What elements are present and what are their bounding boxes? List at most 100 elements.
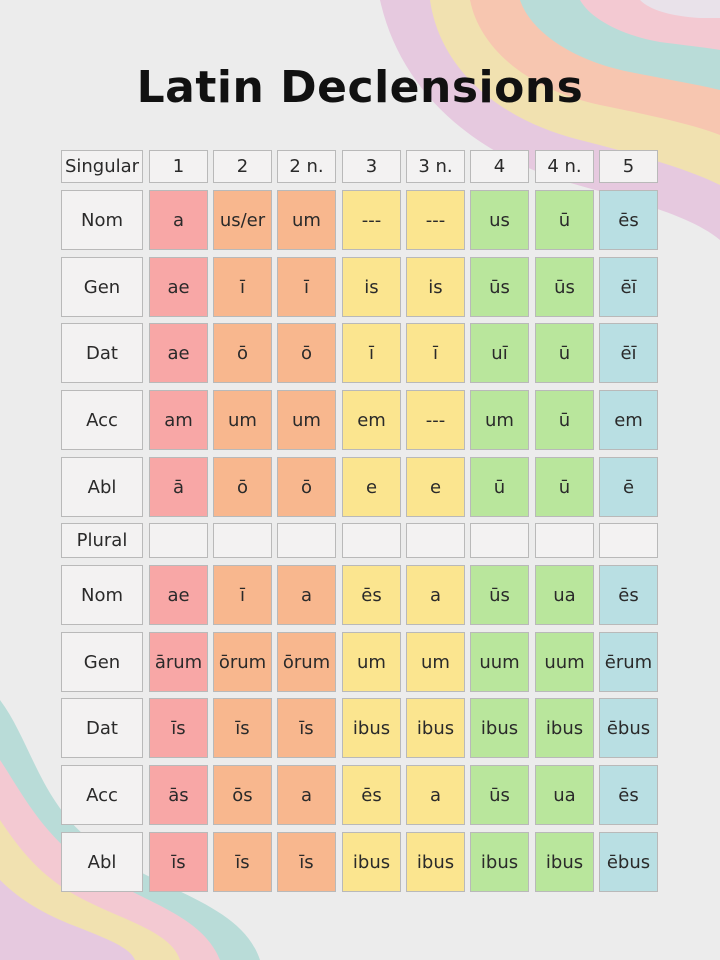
- ending-cell: ūs: [470, 565, 529, 625]
- ending-cell: ---: [406, 390, 465, 450]
- ending-cell: ibus: [406, 698, 465, 758]
- column-header: 3 n.: [406, 150, 465, 183]
- ending-cell: ēbus: [599, 832, 658, 892]
- column-header: 4: [470, 150, 529, 183]
- case-label: Acc: [61, 390, 143, 450]
- ending-cell: ī: [277, 257, 336, 317]
- ending-cell: ae: [149, 257, 208, 317]
- ending-cell: ibus: [406, 832, 465, 892]
- ending-cell: ō: [277, 457, 336, 517]
- case-label: Nom: [61, 565, 143, 625]
- ending-cell: ārum: [149, 632, 208, 692]
- empty-header-cell: [599, 523, 658, 558]
- ending-cell: ibus: [470, 832, 529, 892]
- ending-cell: ēs: [342, 565, 401, 625]
- ending-cell: e: [342, 457, 401, 517]
- ending-cell: ibus: [535, 832, 594, 892]
- ending-cell: ēī: [599, 323, 658, 383]
- ending-cell: uum: [535, 632, 594, 692]
- ending-cell: e: [406, 457, 465, 517]
- ending-cell: ua: [535, 765, 594, 825]
- ending-cell: ēbus: [599, 698, 658, 758]
- case-label: Acc: [61, 765, 143, 825]
- ending-cell: us/er: [213, 190, 272, 250]
- case-label: Dat: [61, 323, 143, 383]
- ending-cell: ēs: [599, 190, 658, 250]
- ending-cell: īs: [213, 698, 272, 758]
- ending-cell: īs: [149, 832, 208, 892]
- ending-cell: īs: [277, 698, 336, 758]
- ending-cell: ā: [149, 457, 208, 517]
- ending-cell: ē: [599, 457, 658, 517]
- column-header: 2: [213, 150, 272, 183]
- ending-cell: um: [470, 390, 529, 450]
- ending-cell: ērum: [599, 632, 658, 692]
- ending-cell: ās: [149, 765, 208, 825]
- ending-cell: ibus: [342, 832, 401, 892]
- page-title: Latin Declensions: [136, 62, 584, 113]
- ending-cell: is: [406, 257, 465, 317]
- empty-header-cell: [213, 523, 272, 558]
- ending-cell: ēs: [599, 565, 658, 625]
- ending-cell: ibus: [342, 698, 401, 758]
- ending-cell: ū: [535, 390, 594, 450]
- ending-cell: ī: [213, 565, 272, 625]
- ending-cell: ---: [406, 190, 465, 250]
- ending-cell: uī: [470, 323, 529, 383]
- singular-header: Singular: [61, 150, 143, 183]
- case-label: Abl: [61, 457, 143, 517]
- ending-cell: ēī: [599, 257, 658, 317]
- case-label: Gen: [61, 257, 143, 317]
- ending-cell: us: [470, 190, 529, 250]
- ending-cell: is: [342, 257, 401, 317]
- ending-cell: ōrum: [277, 632, 336, 692]
- ending-cell: ---: [342, 190, 401, 250]
- case-label: Gen: [61, 632, 143, 692]
- ending-cell: a: [406, 765, 465, 825]
- column-header: 1: [149, 150, 208, 183]
- ending-cell: ū: [470, 457, 529, 517]
- ending-cell: um: [277, 390, 336, 450]
- ending-cell: ī: [406, 323, 465, 383]
- ending-cell: īs: [277, 832, 336, 892]
- ending-cell: īs: [149, 698, 208, 758]
- ending-cell: ēs: [599, 765, 658, 825]
- plural-header: Plural: [61, 523, 143, 558]
- ending-cell: ō: [277, 323, 336, 383]
- ending-cell: ae: [149, 323, 208, 383]
- empty-header-cell: [470, 523, 529, 558]
- ending-cell: ōs: [213, 765, 272, 825]
- empty-header-cell: [535, 523, 594, 558]
- ending-cell: ūs: [470, 765, 529, 825]
- ending-cell: a: [277, 565, 336, 625]
- ending-cell: ae: [149, 565, 208, 625]
- ending-cell: ī: [213, 257, 272, 317]
- column-header: 3: [342, 150, 401, 183]
- ending-cell: ī: [342, 323, 401, 383]
- empty-header-cell: [277, 523, 336, 558]
- column-header: 4 n.: [535, 150, 594, 183]
- ending-cell: ō: [213, 457, 272, 517]
- case-label: Abl: [61, 832, 143, 892]
- ending-cell: em: [599, 390, 658, 450]
- column-header: 5: [599, 150, 658, 183]
- ending-cell: ēs: [342, 765, 401, 825]
- ending-cell: ibus: [470, 698, 529, 758]
- empty-header-cell: [342, 523, 401, 558]
- case-label: Nom: [61, 190, 143, 250]
- ending-cell: ū: [535, 190, 594, 250]
- ending-cell: ū: [535, 323, 594, 383]
- ending-cell: am: [149, 390, 208, 450]
- ending-cell: ibus: [535, 698, 594, 758]
- ending-cell: ūs: [535, 257, 594, 317]
- ending-cell: um: [342, 632, 401, 692]
- ending-cell: uum: [470, 632, 529, 692]
- ending-cell: a: [149, 190, 208, 250]
- ending-cell: a: [277, 765, 336, 825]
- empty-header-cell: [406, 523, 465, 558]
- ending-cell: īs: [213, 832, 272, 892]
- empty-header-cell: [149, 523, 208, 558]
- ending-cell: em: [342, 390, 401, 450]
- ending-cell: um: [406, 632, 465, 692]
